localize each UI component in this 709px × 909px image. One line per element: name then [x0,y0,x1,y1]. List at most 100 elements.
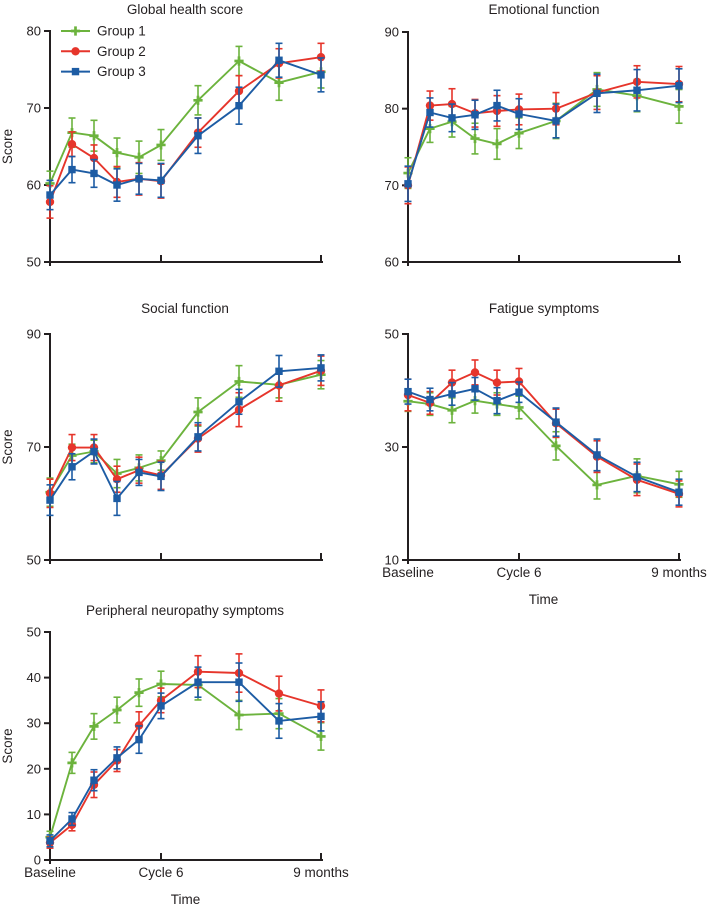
plus-marker-group1-p8 [592,480,602,490]
y-tick-label: 80 [27,24,41,39]
plus-marker-group1-p5 [134,152,144,162]
x-axis-title: Time [529,592,559,607]
square-marker-group3-p4 [113,181,121,189]
axes-social-function: 50 70 90 Score [0,327,323,568]
line-group1 [49,683,322,838]
chart-global-health-score: 50 60 70 80 Score Group 1 Group 2 Group 3 Global… [0,0,360,295]
square-marker-group3-p7 [552,117,560,125]
series-group2 [45,42,326,219]
series-group3 [404,68,683,203]
square-marker-group3-p9 [633,473,641,481]
square-marker-group3-p6 [157,472,165,481]
line-group3 [49,681,322,842]
square-marker-group3-p8 [235,101,243,110]
plus-marker-group1-p10 [316,731,326,742]
legend-item-group3: Group 3 [61,64,146,79]
x-tick-label: Cycle 6 [138,865,183,880]
legend-square-icon [71,67,80,76]
y-tick-label: 50 [27,255,41,270]
x-tick-label: Baseline [382,565,434,580]
x-axis-title: Time [171,892,201,907]
square-marker-group3-p1 [46,496,54,504]
x-tick-label: Cycle 6 [496,565,541,580]
line-group1 [49,60,322,184]
circle-marker-group2-p4 [470,368,480,377]
square-marker-group3-p3 [448,114,456,122]
square-marker-group3-p5 [135,468,143,477]
square-marker-group3-p2 [426,108,434,117]
y-tick-label: 50 [27,553,41,568]
y-tick-label: 0 [34,853,41,868]
square-marker-group3-p2 [68,815,76,823]
series-group1 [45,45,326,197]
legend: Group 1 Group 2 Group 3 [61,24,146,79]
square-marker-group3-p2 [68,463,76,471]
square-marker-group3-p1 [46,191,54,199]
y-tick-label: 70 [27,101,41,116]
square-marker-group3-p7 [194,433,202,441]
plus-marker-group1-p8 [234,376,244,387]
legend-item-group1: Group 1 [61,24,146,39]
line-group3 [49,366,322,501]
plus-marker-group1-p7 [193,407,203,417]
square-marker-group3-p5 [135,175,143,183]
square-marker-group3-p7 [552,418,560,426]
chart-title-social-function: Social function [141,301,229,316]
axes-peripheral-neuropathy-symptoms: 0 10 20 30 40 50 Baseline Cycle 6 9 months Time Sc… [0,625,349,908]
axes-emotional-function: 60 70 80 90 [385,25,681,270]
plus-marker-group1-p7 [551,441,561,451]
square-marker-group3-p8 [593,89,601,98]
square-marker-group3-p3 [90,447,98,456]
square-marker-group3-p4 [113,754,121,762]
chart-global-health-score-svg: 50 60 70 80 Score Group 1 Group 2 Group 3 Global… [0,2,326,270]
square-marker-group3-p5 [493,101,501,110]
plus-marker-group1-p3 [89,131,99,141]
y-tick-label: 50 [385,327,399,342]
square-marker-group3-p10 [317,71,325,79]
plus-marker-group1-p6 [514,402,524,413]
square-marker-group3-p8 [235,678,243,686]
series-group2 [45,653,326,849]
y-tick-label: 90 [385,25,399,40]
plus-marker-group1-p3 [447,405,457,415]
line-group2 [407,371,680,495]
series-group3 [46,354,325,517]
line-group3 [49,59,322,196]
square-marker-group3-p3 [448,390,456,398]
y-tick-label: 10 [385,553,399,568]
plus-marker-group1-p7 [193,95,203,105]
series-group1 [403,387,684,500]
line-group1 [407,399,680,486]
y-tick-label: 30 [27,716,41,731]
square-marker-group3-p3 [90,169,98,178]
square-marker-group3-p1 [46,837,54,845]
square-marker-group3-p5 [493,396,501,405]
square-marker-group3-p6 [157,702,165,710]
plus-marker-group1-p5 [134,688,144,698]
x-tick-label: Baseline [24,865,76,880]
chart-emotional-function: 60 70 80 90 Emotional function [360,0,709,295]
chart-social-function: 50 70 90 Score Social function [0,295,360,595]
chart-title-fatigue-symptoms: Fatigue symptoms [489,301,600,316]
plus-marker-group1-p4 [112,705,122,715]
plus-marker-group1-p2 [425,124,435,134]
legend-label: Group 1 [97,24,146,39]
square-marker-group3-p9 [275,717,283,725]
plus-marker-group1-p5 [492,139,502,149]
chart-fatigue-symptoms-svg: 10 30 50 Baseline Cycle 6 9 months Time Fatigue… [382,301,707,607]
square-marker-group3-p10 [317,364,325,372]
square-marker-group3-p10 [675,81,683,90]
square-marker-group3-p4 [113,494,121,503]
plus-marker-group1-p4 [470,133,480,144]
chart-title-global-health-score: Global health score [127,2,243,17]
y-tick-label: 60 [27,178,41,193]
plus-marker-group1-p10 [674,101,684,111]
chart-social-function-svg: 50 70 90 Score Social function [0,301,326,568]
square-marker-group3-p9 [275,56,283,64]
square-marker-group3-p5 [135,735,143,744]
plus-marker-group1-p8 [234,710,244,720]
series-group3 [404,376,683,506]
y-tick-label: 10 [27,807,41,822]
square-marker-group3-p2 [68,165,76,174]
